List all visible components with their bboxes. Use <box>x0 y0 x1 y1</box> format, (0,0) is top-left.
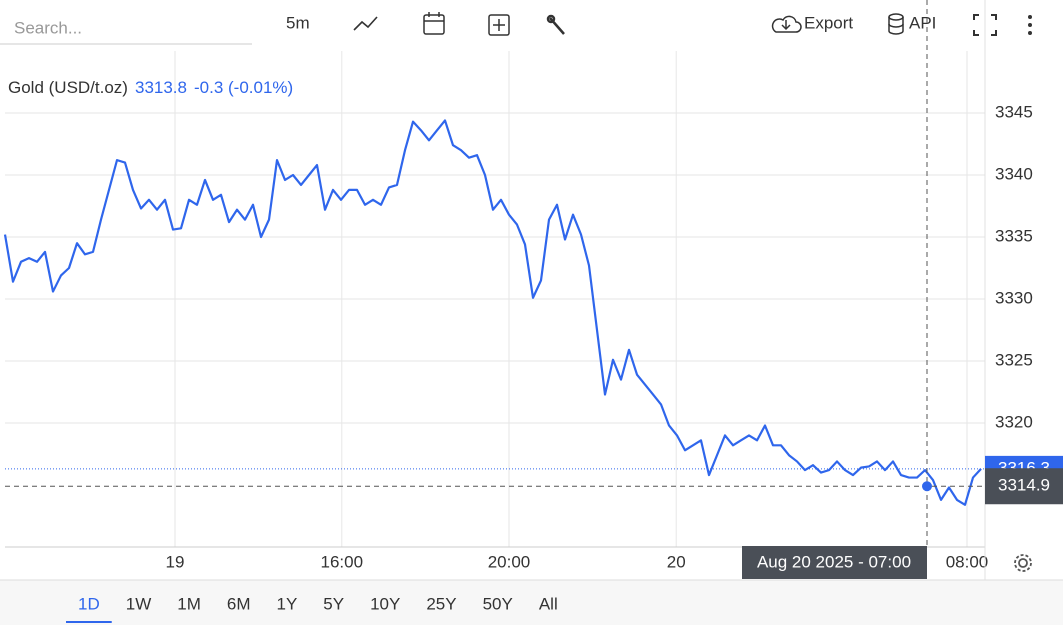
export-icon[interactable] <box>771 15 802 33</box>
range-button[interactable]: 25Y <box>426 594 456 613</box>
x-tick-label: 20:00 <box>488 552 531 571</box>
y-tick-label: 3320 <box>995 412 1033 431</box>
fullscreen-icon[interactable] <box>973 14 997 36</box>
chart-type-icon[interactable] <box>353 16 378 31</box>
range-bar <box>0 580 1063 625</box>
range-button[interactable]: 6M <box>227 594 251 613</box>
crosshair-date-label: Aug 20 2025 - 07:00 <box>757 552 911 571</box>
price-change: -0.3 (-0.01%) <box>194 78 293 97</box>
y-tick-label: 3325 <box>995 350 1033 369</box>
x-tick-label: 08:00 <box>946 552 989 571</box>
y-tick-label: 3345 <box>995 102 1033 121</box>
x-tick-label: 19 <box>166 552 185 571</box>
range-button[interactable]: 1M <box>177 594 201 613</box>
price-line <box>3 119 982 506</box>
range-button[interactable]: 1D <box>78 594 100 613</box>
range-button[interactable]: 5Y <box>323 594 344 613</box>
crosshair-value-label: 3314.9 <box>998 476 1050 495</box>
crosshair-dot <box>922 481 932 492</box>
plot: 3320 3325 3330 3335 3340 3345 19 16:00 20:00 20 08… <box>3 0 1063 623</box>
export-button[interactable]: Export <box>804 13 853 32</box>
crosshair-date-tag <box>742 546 927 579</box>
range-button[interactable]: All <box>539 594 558 613</box>
search-input[interactable]: Search... <box>14 18 82 37</box>
instrument-name: Gold (USD/t.oz) <box>8 78 128 97</box>
settings-icon[interactable] <box>1014 554 1032 572</box>
x-tick-label: 20 <box>667 552 686 571</box>
y-tick-label: 3335 <box>995 226 1033 245</box>
add-indicator-icon[interactable] <box>488 14 510 36</box>
last-price: 3313.8 <box>135 78 187 97</box>
crosshair-value-tag <box>985 468 1063 505</box>
api-button[interactable]: API <box>909 13 936 32</box>
api-icon[interactable] <box>888 13 904 35</box>
x-tick-label: 16:00 <box>321 552 364 571</box>
menu-icon[interactable] <box>1028 15 1032 35</box>
interval-button[interactable]: 5m <box>286 13 310 32</box>
y-tick-label: 3330 <box>995 288 1033 307</box>
range-button[interactable]: 50Y <box>483 594 513 613</box>
range-button[interactable]: 1Y <box>276 594 297 613</box>
range-button[interactable]: 1W <box>126 594 152 613</box>
price-header: Gold (USD/t.oz) 3313.8 -0.3 (-0.01%) <box>8 78 293 97</box>
tools-icon[interactable] <box>546 14 565 35</box>
calendar-icon[interactable] <box>423 12 445 35</box>
range-button[interactable]: 10Y <box>370 594 400 613</box>
y-tick-label: 3340 <box>995 164 1033 183</box>
